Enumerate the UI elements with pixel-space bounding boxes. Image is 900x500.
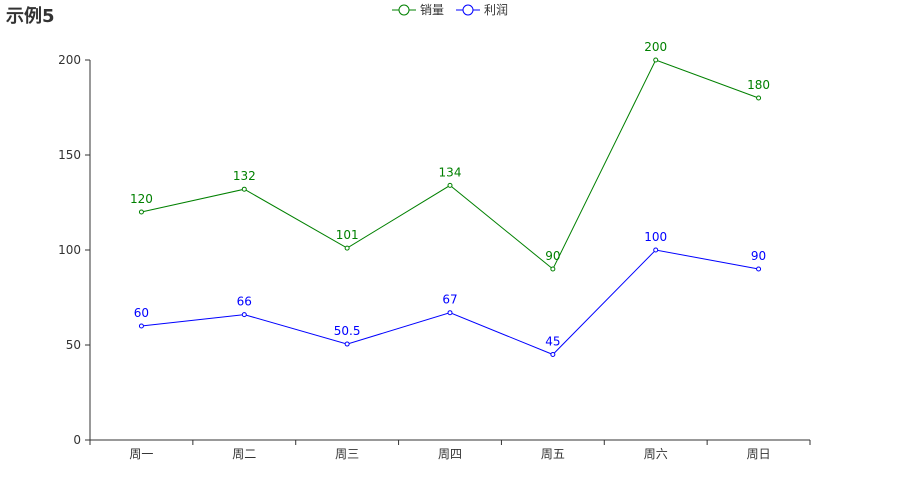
- data-label: 134: [439, 165, 462, 179]
- y-tick-label: 100: [58, 243, 81, 257]
- y-tick-label: 150: [58, 148, 81, 162]
- data-point: [447, 182, 453, 188]
- data-label: 120: [130, 192, 153, 206]
- y-tick-label: 200: [58, 53, 81, 67]
- x-tick-label: 周四: [438, 447, 462, 461]
- series-1: 120 132 101 134 90 200 180: [130, 40, 770, 272]
- data-label: 50.5: [334, 324, 361, 338]
- y-tick-label: 50: [66, 338, 81, 352]
- data-point: [241, 186, 247, 192]
- legend-marker-icon: [462, 4, 474, 16]
- data-point: [344, 341, 350, 347]
- data-point: [550, 352, 556, 357]
- data-point: [344, 245, 350, 251]
- data-label: 90: [545, 249, 560, 263]
- series-2: 60 66 50.5 67 45 100 90: [134, 230, 766, 357]
- legend-item: 利润: [456, 3, 508, 17]
- x-tick-label: 周六: [644, 447, 668, 461]
- data-label: 180: [747, 78, 770, 92]
- data-label: 100: [644, 230, 667, 244]
- data-label: 66: [237, 295, 252, 309]
- x-axis: 周一 周二 周三 周四 周五 周六 周日: [89, 439, 811, 461]
- data-point: [653, 57, 659, 63]
- data-label: 67: [442, 293, 457, 307]
- legend-item: 销量: [392, 3, 444, 17]
- data-point: [138, 209, 144, 215]
- data-point: [138, 323, 144, 329]
- x-tick-label: 周五: [541, 447, 565, 461]
- legend: 销量 利润: [392, 3, 508, 17]
- data-label: 45: [545, 335, 560, 349]
- data-point: [653, 247, 659, 253]
- x-tick-label: 周二: [232, 447, 256, 461]
- data-label: 90: [751, 249, 766, 263]
- data-label: 132: [233, 169, 256, 183]
- x-tick-label: 周日: [747, 447, 771, 461]
- data-point: [756, 266, 762, 272]
- data-point: [756, 95, 762, 101]
- data-label: 60: [134, 306, 149, 320]
- legend-label: 利润: [484, 3, 508, 17]
- chart-title: 示例5: [6, 6, 55, 27]
- data-label: 200: [644, 40, 667, 54]
- data-point: [241, 312, 247, 318]
- x-tick-label: 周三: [335, 447, 359, 461]
- data-point: [550, 266, 556, 272]
- x-tick-label: 周一: [129, 447, 153, 461]
- data-label: 101: [336, 228, 359, 242]
- y-tick-label: 0: [73, 433, 81, 447]
- legend-marker-icon: [398, 4, 410, 16]
- series-layer: 120 132 101 134 90 200 180 60 66 50.5 67 45 100 90: [130, 40, 770, 357]
- y-axis: 0 50 100 150 200: [58, 53, 91, 447]
- data-point: [447, 310, 453, 316]
- legend-label: 销量: [420, 3, 444, 17]
